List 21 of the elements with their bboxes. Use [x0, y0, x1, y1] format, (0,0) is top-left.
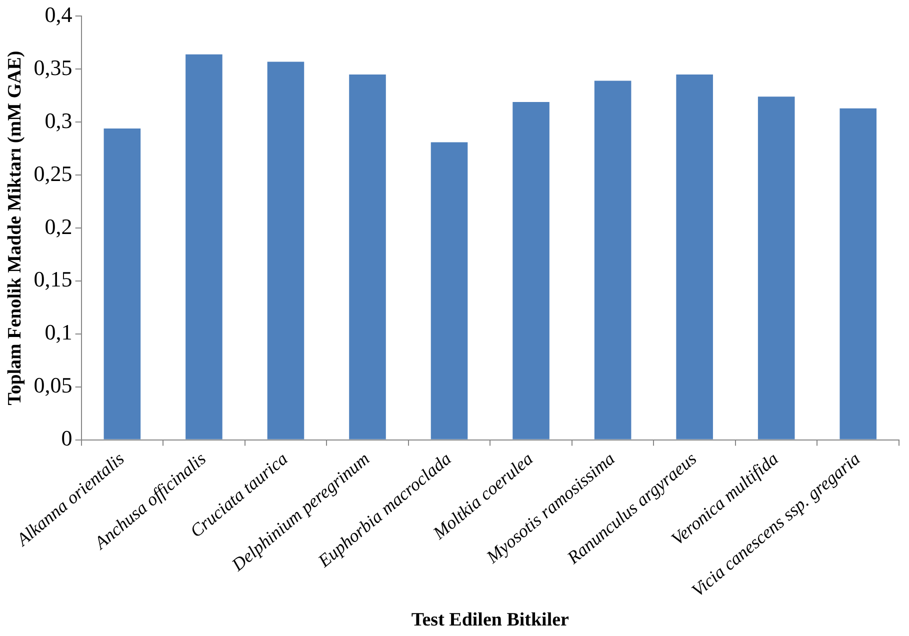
- y-axis-title: Toplam Fenolik Madde Miktarı (mM GAE): [4, 50, 26, 406]
- bar: [349, 74, 386, 440]
- bar: [186, 54, 222, 440]
- bar: [267, 62, 304, 440]
- bar: [104, 128, 141, 440]
- bar: [430, 142, 468, 440]
- bar: [840, 108, 877, 440]
- x-axis-title: Test Edilen Bitkiler: [411, 610, 570, 631]
- y-tick-label: 0,4: [44, 2, 72, 27]
- y-tick-label: 0,15: [34, 266, 72, 292]
- y-tick-label: 0: [61, 426, 72, 451]
- y-tick-label: 0,05: [34, 372, 72, 398]
- y-tick-label: 0,35: [34, 54, 72, 80]
- bar: [758, 96, 795, 440]
- bar: [594, 80, 632, 440]
- y-tick-label: 0,1: [44, 320, 72, 345]
- y-tick-label: 0,25: [34, 160, 72, 186]
- bar: [512, 102, 550, 440]
- bar: [676, 74, 713, 440]
- y-tick-label: 0,2: [44, 214, 72, 239]
- y-tick-label: 0,3: [44, 108, 72, 133]
